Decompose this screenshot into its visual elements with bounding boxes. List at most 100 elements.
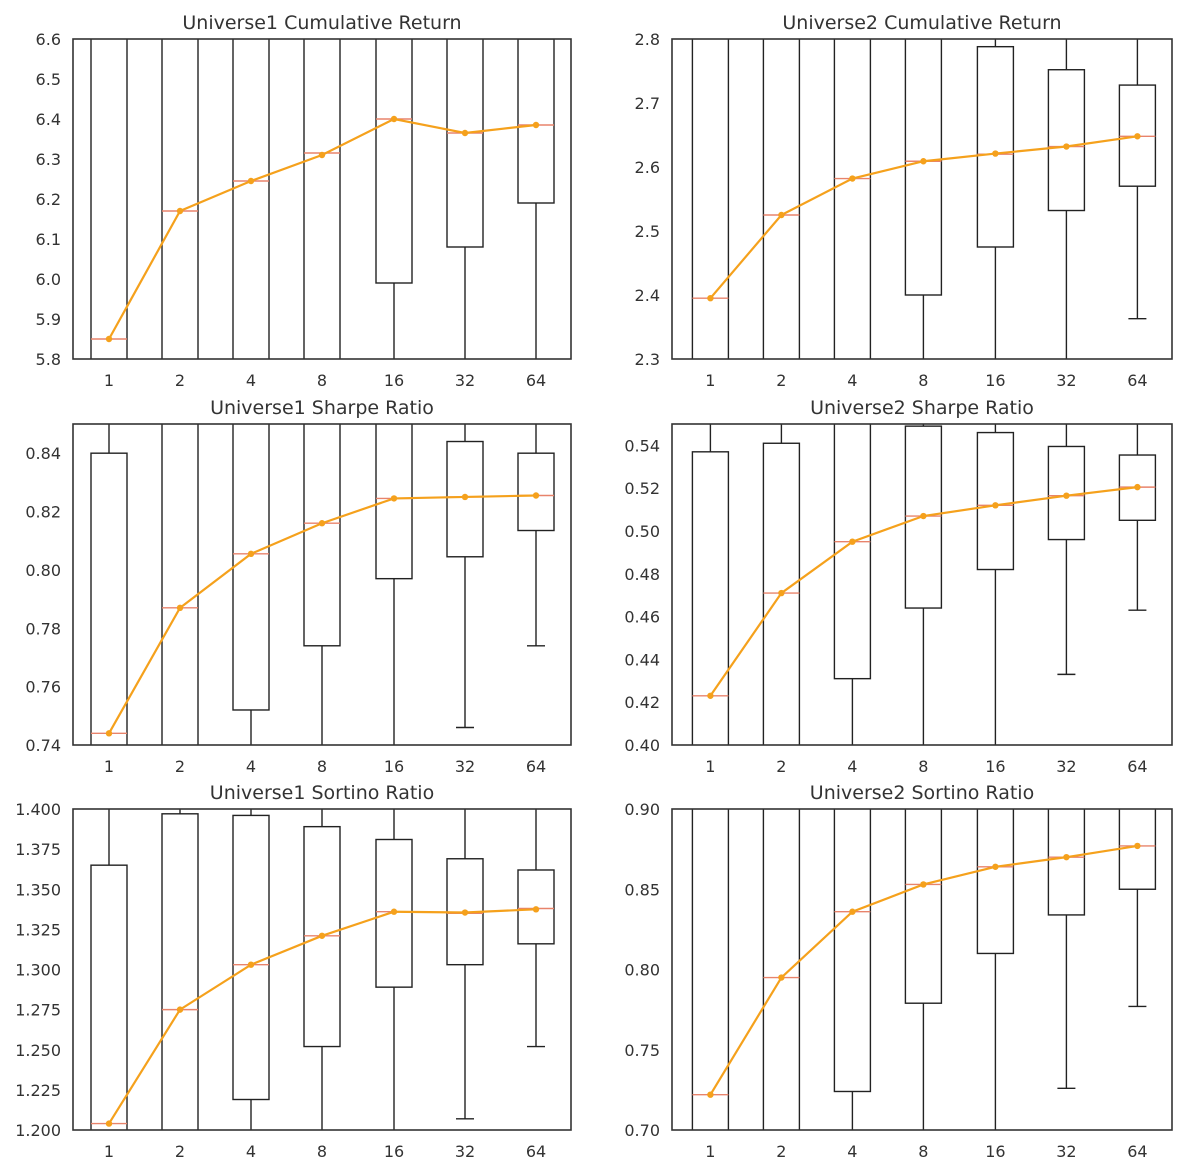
- mean-point: [849, 908, 856, 915]
- y-tick-label: 0.70: [624, 1121, 660, 1140]
- x-tick-label: 32: [455, 757, 475, 776]
- x-tick-label: 64: [526, 1142, 546, 1161]
- x-tick-label: 4: [847, 757, 857, 776]
- box-iqr: [904, 425, 943, 609]
- y-tick-label: 6.6: [36, 30, 61, 49]
- box-iqr: [375, 838, 413, 988]
- mean-point: [390, 115, 398, 123]
- y-tick-label: 0.44: [624, 650, 660, 669]
- y-tick-label: 0.46: [624, 608, 660, 627]
- box-iqr: [833, 809, 872, 1093]
- box-iqr: [691, 451, 730, 745]
- mean-point: [707, 692, 714, 699]
- x-tick-label: 8: [918, 757, 928, 776]
- x-tick-label: 2: [175, 757, 185, 776]
- mean-point: [1063, 492, 1070, 499]
- y-tick-label: 1.300: [15, 961, 61, 980]
- y-tick-label: 1.375: [15, 840, 61, 859]
- box-iqr: [517, 39, 555, 204]
- x-tick-label: 32: [1056, 371, 1076, 390]
- mean-point: [461, 493, 469, 501]
- mean-point: [176, 604, 184, 612]
- y-tick-label: 5.8: [36, 350, 61, 369]
- box-iqr: [904, 39, 943, 296]
- chart-title: Universe2 Sharpe Ratio: [810, 397, 1034, 419]
- axes-frame: [671, 423, 1173, 746]
- axes-frame: [72, 808, 572, 1131]
- box-iqr: [976, 431, 1015, 571]
- mean-point: [1134, 842, 1141, 850]
- x-tick-label: 32: [1056, 1142, 1076, 1161]
- box-iqr: [90, 39, 128, 359]
- y-tick-label: 0.80: [624, 961, 660, 980]
- mean-point: [247, 550, 255, 558]
- box-iqr: [161, 424, 199, 745]
- x-tick-label: 16: [985, 371, 1005, 390]
- mean-point: [920, 512, 927, 520]
- y-tick-label: 1.275: [15, 1001, 61, 1020]
- x-tick-label: 4: [246, 757, 256, 776]
- x-tick-label: 16: [384, 1142, 404, 1161]
- y-tick-label: 6.3: [36, 150, 61, 169]
- mean-point: [461, 129, 469, 137]
- box-iqr: [833, 424, 872, 680]
- chart-title: Universe2 Sortino Ratio: [810, 782, 1034, 804]
- x-tick-label: 4: [847, 1142, 857, 1161]
- y-tick-label: 6.2: [36, 190, 61, 209]
- y-tick-label: 2.6: [635, 158, 660, 177]
- plot-area: [691, 809, 1157, 1130]
- chart-title: Universe1 Sortino Ratio: [210, 782, 434, 804]
- box-iqr: [232, 39, 270, 359]
- box-iqr: [303, 39, 341, 359]
- y-tick-label: 0.78: [25, 619, 61, 638]
- mean-point: [532, 121, 540, 129]
- y-tick-label: 2.8: [635, 30, 660, 49]
- x-tick-label: 4: [246, 1142, 256, 1161]
- x-tick-label: 64: [1127, 1142, 1147, 1161]
- y-tick-label: 0.90: [624, 800, 660, 819]
- box-iqr: [1047, 69, 1086, 212]
- chart-panel: Universe2 Sharpe Ratio 0.40 0.42 0.44 0.46 0.…: [624, 397, 1173, 776]
- mean-point: [318, 151, 326, 159]
- box-iqr: [161, 813, 199, 1130]
- mean-point: [707, 295, 714, 302]
- x-tick-label: 8: [317, 757, 327, 776]
- x-tick-label: 8: [918, 371, 928, 390]
- x-tick-label: 2: [776, 757, 786, 776]
- y-tick-label: 2.7: [635, 94, 660, 113]
- x-tick-label: 16: [985, 1142, 1005, 1161]
- x-tick-label: 64: [1127, 371, 1147, 390]
- box-iqr: [1118, 809, 1157, 890]
- box-iqr: [375, 424, 413, 580]
- y-tick-label: 1.200: [15, 1121, 61, 1140]
- mean-point: [992, 150, 999, 157]
- mean-point: [105, 730, 113, 737]
- box-iqr: [303, 825, 341, 1048]
- plot-area: [90, 809, 555, 1130]
- box-iqr: [232, 424, 270, 711]
- x-tick-label: 64: [526, 371, 546, 390]
- y-tick-label: 2.5: [635, 222, 660, 241]
- mean-point: [920, 881, 927, 888]
- y-tick-label: 2.3: [635, 350, 660, 369]
- box-iqr: [517, 869, 555, 945]
- mean-point: [778, 589, 785, 597]
- y-tick-label: 0.75: [624, 1041, 660, 1060]
- chart-title: Universe1 Cumulative Return: [182, 12, 461, 34]
- y-tick-label: 0.50: [624, 522, 660, 541]
- mean-point: [318, 520, 326, 527]
- mean-point: [461, 909, 469, 916]
- y-tick-label: 1.250: [15, 1041, 61, 1060]
- y-tick-label: 6.5: [36, 70, 61, 89]
- axes-frame: [72, 423, 572, 746]
- y-tick-label: 0.80: [25, 561, 61, 580]
- box-iqr: [904, 809, 943, 1004]
- y-tick-label: 1.325: [15, 920, 61, 939]
- x-tick-label: 1: [705, 757, 715, 776]
- mean-point: [105, 335, 113, 343]
- x-tick-label: 1: [705, 371, 715, 390]
- x-tick-label: 64: [1127, 757, 1147, 776]
- plot-area: [691, 39, 1157, 359]
- mean-point: [1063, 853, 1070, 861]
